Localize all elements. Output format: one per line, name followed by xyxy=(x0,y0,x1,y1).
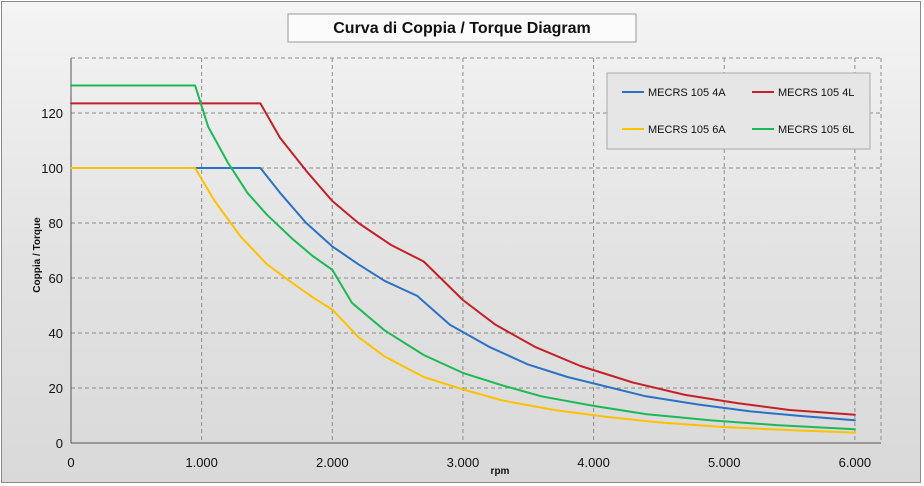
legend-label-mecrs-105-6a: MECRS 105 6A xyxy=(648,124,726,136)
legend-label-mecrs-105-4a: MECRS 105 4A xyxy=(648,87,726,99)
y-tick-label: 40 xyxy=(49,326,63,341)
y-tick-label: 20 xyxy=(49,381,63,396)
x-tick-label: 5.000 xyxy=(708,455,741,470)
series-line-mecrs-105-6l xyxy=(70,84,856,431)
x-axis-title: rpm xyxy=(491,466,510,477)
y-tick-label: 120 xyxy=(41,106,63,121)
legend: MECRS 105 4A MECRS 105 4L MECRS 105 6A M… xyxy=(606,72,871,150)
series-lines xyxy=(70,84,856,434)
x-tick-label: 2.000 xyxy=(316,455,349,470)
series-line-mecrs-105-4a xyxy=(70,167,856,422)
axes xyxy=(70,58,881,444)
legend-label-mecrs-105-4l: MECRS 105 4L xyxy=(778,87,854,99)
x-tick-label: 4.000 xyxy=(577,455,610,470)
y-tick-label: 80 xyxy=(49,216,63,231)
y-tick-label: 100 xyxy=(41,161,63,176)
x-tick-label: 3.000 xyxy=(447,455,480,470)
chart-title: Curva di Coppia / Torque Diagram xyxy=(333,20,591,37)
series-line-mecrs-105-6a xyxy=(70,167,856,434)
tick-labels: 0 20 40 60 80 100 120 0 1.000 2.000 3.000 4.000 5.00… xyxy=(41,106,871,470)
x-tick-label: 0 xyxy=(67,455,74,470)
legend-box xyxy=(606,72,871,150)
x-tick-label: 6.000 xyxy=(839,455,872,470)
title-box xyxy=(287,13,637,43)
legend-label-mecrs-105-6l: MECRS 105 6L xyxy=(778,124,854,136)
x-tick-label: 1.000 xyxy=(185,455,218,470)
y-axis-title: Coppia / Torque xyxy=(32,217,43,293)
series-line-mecrs-105-4l xyxy=(70,102,856,416)
y-tick-label: 0 xyxy=(56,436,63,451)
y-tick-label: 60 xyxy=(49,271,63,286)
